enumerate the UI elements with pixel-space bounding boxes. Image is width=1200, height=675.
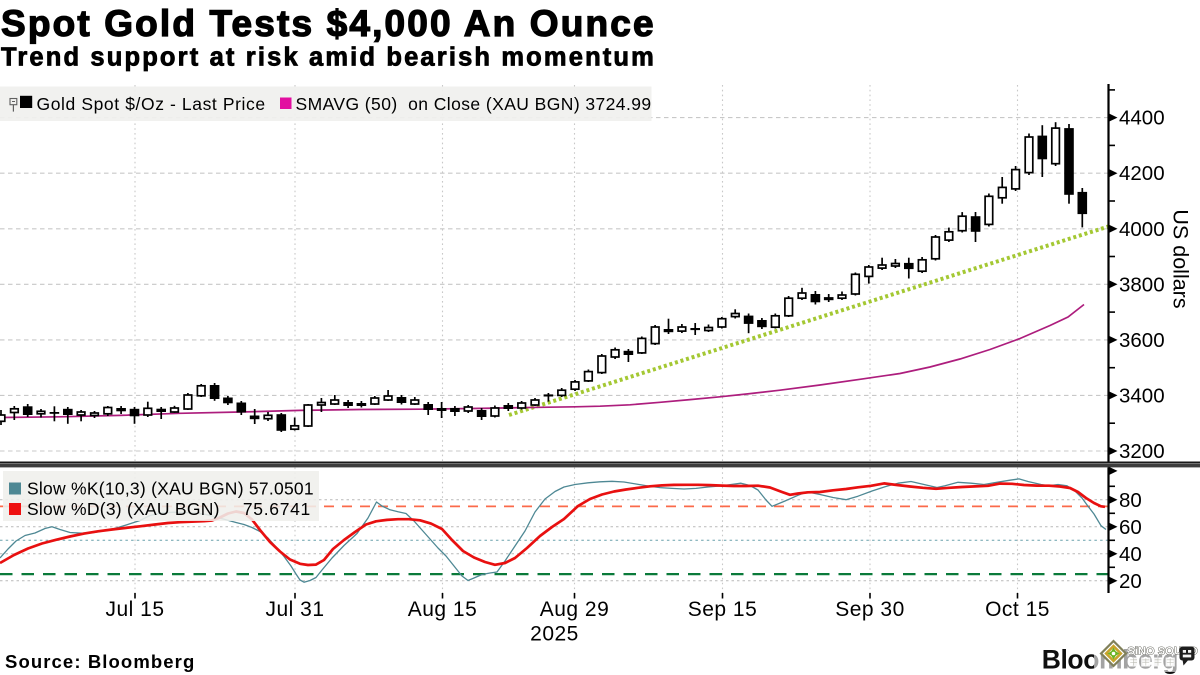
svg-text:60: 60 (1119, 516, 1142, 539)
svg-text:Slow %K(10,3) (XAU BGN) 57.050: Slow %K(10,3) (XAU BGN) 57.0501 (27, 479, 314, 499)
svg-text:Jul 15: Jul 15 (105, 598, 164, 621)
svg-text:Aug 29: Aug 29 (540, 598, 610, 621)
svg-text:Aug 15: Aug 15 (408, 598, 478, 621)
svg-text:Sep 30: Sep 30 (835, 598, 905, 621)
svg-text:US dollars: US dollars (1169, 209, 1193, 308)
svg-text:3800: 3800 (1119, 273, 1165, 296)
svg-text:75.6741: 75.6741 (243, 499, 311, 519)
svg-text:Spot Gold Tests $4,000 An Ounc: Spot Gold Tests $4,000 An Ounce (1, 3, 656, 44)
svg-text:Oct 15: Oct 15 (985, 598, 1050, 621)
svg-text:40: 40 (1119, 543, 1142, 566)
svg-text:4400: 4400 (1119, 107, 1165, 130)
svg-text:Gold Spot $/Oz - Last Price: Gold Spot $/Oz - Last Price (37, 94, 266, 114)
svg-text:Sep 15: Sep 15 (688, 598, 758, 621)
svg-text:3400: 3400 (1119, 384, 1165, 407)
svg-text:80: 80 (1119, 489, 1142, 512)
svg-text:3200: 3200 (1119, 440, 1165, 463)
svg-text:Jul 31: Jul 31 (265, 598, 324, 621)
svg-text:4000: 4000 (1119, 218, 1165, 241)
svg-text:20: 20 (1119, 570, 1142, 593)
svg-text:2025: 2025 (530, 623, 579, 646)
svg-text:Source: Bloomberg: Source: Bloomberg (5, 651, 195, 672)
svg-text:Slow %D(3) (XAU BGN): Slow %D(3) (XAU BGN) (27, 499, 220, 519)
svg-text:SMAVG (50) on Close (XAU BGN): SMAVG (50) on Close (XAU BGN) 3724.99 (296, 94, 652, 114)
svg-text:3600: 3600 (1119, 329, 1165, 352)
svg-text:Trend support at risk amid bea: Trend support at risk amid bearish momen… (1, 44, 656, 72)
svg-text:4200: 4200 (1119, 162, 1165, 185)
